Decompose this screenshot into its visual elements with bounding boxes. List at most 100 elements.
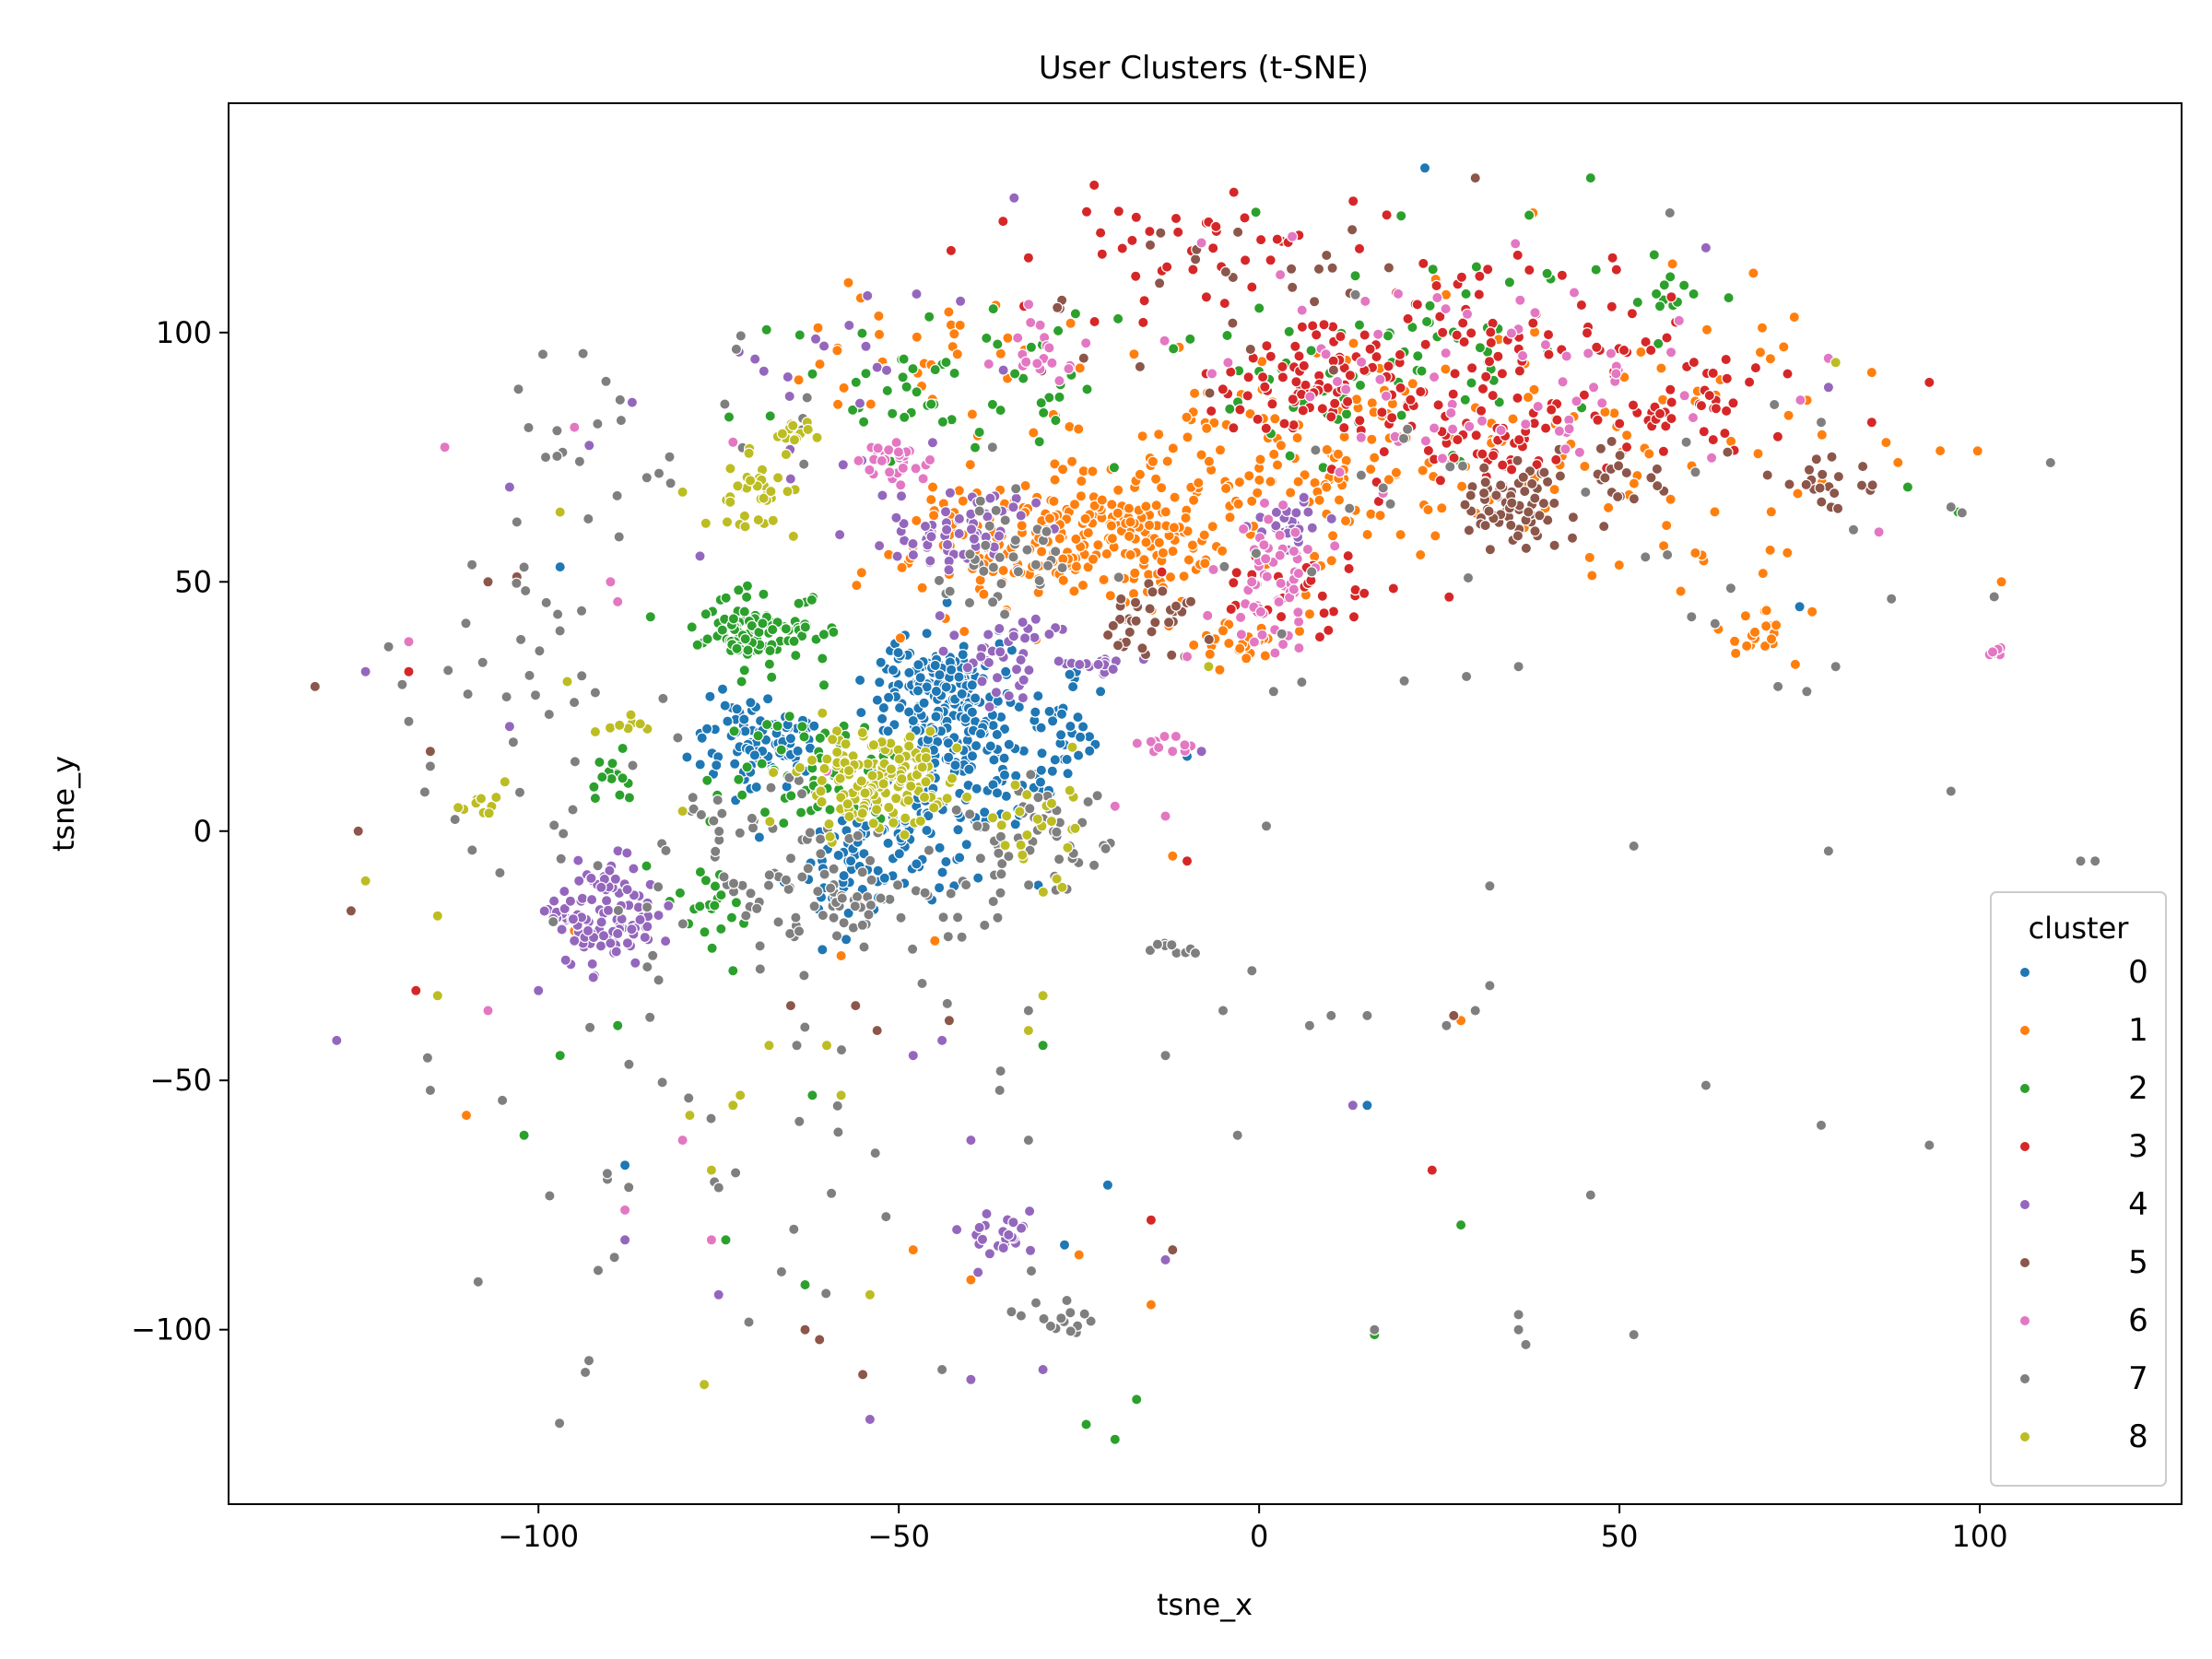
data-point [1485, 326, 1497, 338]
data-point [1037, 1040, 1049, 1052]
data-point [1873, 526, 1885, 538]
data-point [1130, 615, 1142, 627]
data-point [823, 818, 835, 830]
data-point [494, 866, 506, 879]
data-point [799, 621, 812, 633]
data-point [1710, 403, 1723, 415]
data-point [1199, 558, 1211, 570]
data-point [1788, 311, 1801, 324]
data-point [1030, 559, 1042, 571]
data-point [1167, 1243, 1179, 1256]
data-point [994, 1065, 1006, 1077]
data-point [1331, 375, 1344, 388]
data-point [1016, 520, 1028, 532]
data-point [1187, 494, 1200, 506]
data-point [1160, 261, 1173, 273]
data-point [1800, 478, 1812, 491]
data-point [956, 931, 968, 943]
data-point [1477, 462, 1490, 474]
data-point [836, 892, 849, 904]
data-point [1506, 497, 1518, 509]
data-point [1186, 539, 1199, 551]
data-point [1382, 330, 1394, 342]
data-point [796, 721, 808, 733]
data-point [1290, 507, 1302, 519]
data-point [981, 332, 993, 345]
data-point [1188, 387, 1201, 399]
data-point [719, 398, 731, 410]
data-point [924, 311, 935, 323]
data-point [1054, 729, 1067, 741]
data-point [983, 520, 995, 532]
data-point [1768, 398, 1781, 411]
data-point [698, 1378, 711, 1391]
data-point [554, 1049, 566, 1062]
data-point [1695, 399, 1708, 412]
data-point [1810, 453, 1823, 465]
legend-marker [2018, 1198, 2031, 1211]
data-point [1539, 338, 1552, 351]
data-point [1525, 477, 1538, 490]
data-point [1260, 422, 1273, 434]
data-point [529, 689, 542, 701]
data-point [592, 418, 604, 430]
data-point [606, 772, 618, 785]
data-point [1419, 435, 1432, 447]
data-point [554, 625, 566, 637]
data-point [1228, 186, 1240, 198]
data-point [916, 761, 928, 773]
data-point [1392, 288, 1405, 300]
data-point [795, 788, 808, 800]
data-point [1687, 411, 1700, 424]
data-point [589, 687, 602, 699]
data-point [610, 946, 622, 958]
data-point [812, 322, 824, 334]
data-point [512, 383, 524, 395]
data-point [890, 793, 902, 805]
data-point [1165, 649, 1178, 662]
data-point [998, 608, 1011, 620]
data-point [1620, 429, 1633, 441]
data-point [872, 865, 884, 877]
data-point [1248, 636, 1261, 648]
data-point [941, 793, 953, 805]
data-point [1680, 436, 1692, 448]
data-point [627, 759, 639, 771]
data-point [1206, 368, 1218, 380]
data-point [780, 448, 793, 461]
data-point [999, 514, 1011, 526]
data-point [1157, 585, 1169, 597]
data-point [1553, 425, 1566, 437]
data-point [1406, 378, 1419, 390]
data-point [1771, 680, 1784, 693]
data-point [1627, 399, 1640, 411]
data-point [1136, 642, 1148, 654]
data-point [1053, 533, 1066, 545]
data-point [1023, 664, 1035, 677]
data-point [1880, 436, 1892, 449]
data-point [1924, 376, 1936, 389]
data-point [1245, 495, 1258, 507]
data-point [892, 446, 905, 458]
data-point [1483, 505, 1495, 517]
data-point [1541, 267, 1553, 279]
data-point [1033, 574, 1045, 587]
data-point [1074, 731, 1087, 744]
data-point [1292, 606, 1304, 618]
data-point [1298, 491, 1310, 504]
data-point [1031, 358, 1043, 370]
data-point [792, 745, 804, 758]
data-point [1366, 433, 1378, 445]
data-point [1709, 506, 1721, 518]
data-point [994, 887, 1006, 900]
data-point [1252, 413, 1264, 426]
data-point [1318, 319, 1330, 331]
data-point [1184, 595, 1197, 607]
data-point [828, 626, 840, 639]
chart-title: User Clusters (t-SNE) [1039, 50, 1369, 87]
data-point [1660, 420, 1672, 432]
data-point [700, 723, 713, 735]
data-point [1243, 470, 1255, 482]
data-point [949, 759, 961, 771]
data-point [1017, 691, 1030, 704]
